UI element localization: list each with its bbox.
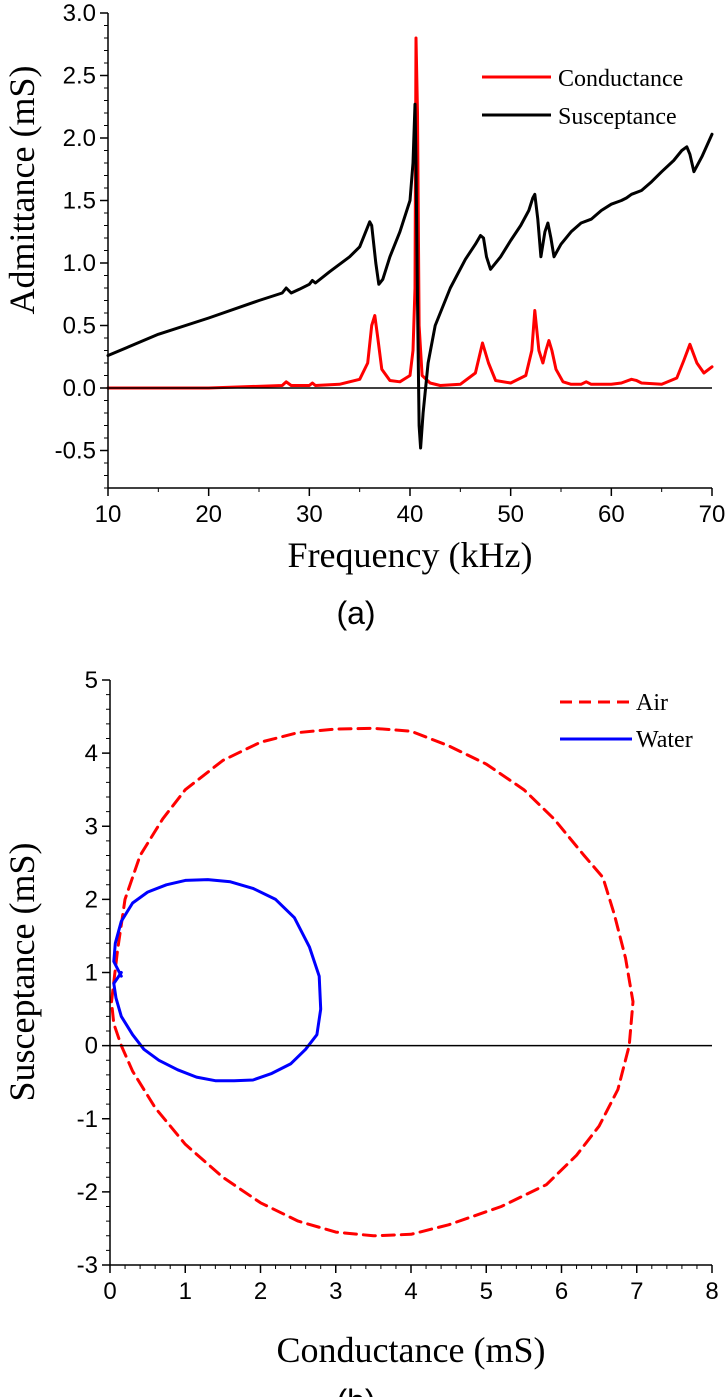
panel-a-y-axis-title: Admittance (mS) [2, 66, 42, 315]
panel-a-series [106, 36, 714, 450]
panel-b-susceptance-vs-conductance: 0 1 2 3 4 5 6 7 8 -3 -2 -1 0 1 2 3 4 5 Conductance (mS) S… [2, 667, 719, 1397]
panel-a-admittance-vs-frequency: 10 20 30 40 50 60 70-0.50.00.51.01.52.02.53.0 … [2, 0, 725, 631]
panel-b-axes: 0 1 2 3 4 5 6 7 8 -3 -2 -1 0 1 2 3 4 5 [77, 667, 719, 1305]
panel-b-label: (b) [336, 1383, 375, 1397]
panel-a-axes: 10 20 30 40 50 60 70 -0.5 0.0 0.5 1.0 1.5 2.0 2.5 3.0 [55, 0, 726, 528]
y-tick-label: 1.5 [63, 188, 96, 215]
x-tick-label: 0 [103, 1278, 116, 1305]
x-tick-label: 3 [329, 1278, 342, 1305]
y-tick-label: -0.5 [55, 438, 96, 465]
legend-label-conductance: Conductance [558, 66, 683, 92]
panel-b-x-axis-title: Conductance (mS) [277, 1330, 546, 1370]
y-tick-label: 5 [85, 667, 98, 694]
y-tick-label: 0.5 [63, 313, 96, 340]
x-tick-label: 40 [397, 501, 424, 528]
y-tick-label: -2 [77, 1179, 98, 1206]
legend-label-susceptance: Susceptance [558, 104, 677, 130]
x-tick-label: 60 [598, 501, 625, 528]
y-tick-label: 1.0 [63, 250, 96, 277]
y-tick-label: 1 [85, 960, 98, 987]
y-tick-label: -3 [77, 1252, 98, 1279]
x-tick-label: 50 [497, 501, 524, 528]
x-tick-label: 6 [555, 1278, 568, 1305]
x-tick-label: 4 [404, 1278, 417, 1305]
y-tick-label: 3 [85, 813, 98, 840]
y-tick-label: 0.0 [63, 375, 96, 402]
panel-a-label: (a) [336, 595, 375, 631]
x-tick-label: 5 [480, 1278, 493, 1305]
y-tick-label: 2.0 [63, 125, 96, 152]
y-tick-label: -1 [77, 1106, 98, 1133]
x-tick-label: 10 [95, 501, 122, 528]
x-tick-label: 70 [699, 501, 726, 528]
legend-label-water: Water [636, 727, 693, 753]
y-tick-label: 3.0 [63, 0, 96, 27]
y-tick-label: 4 [85, 740, 98, 767]
x-tick-label: 2 [254, 1278, 267, 1305]
x-tick-label: 8 [705, 1278, 718, 1305]
series-line-susceptance [106, 102, 714, 450]
y-tick-label: 2 [85, 886, 98, 913]
x-tick-label: 20 [195, 501, 222, 528]
panel-b-legend: Air Water [560, 690, 693, 753]
series-line-air [110, 726, 635, 1238]
y-tick-label: 2.5 [63, 63, 96, 90]
x-tick-label: 30 [296, 501, 323, 528]
panel-a-legend: Conductance Susceptance [482, 66, 683, 130]
series-line-conductance [106, 36, 714, 390]
legend-label-air: Air [636, 690, 668, 716]
x-tick-label: 1 [179, 1278, 192, 1305]
y-tick-label: 0 [85, 1033, 98, 1060]
panel-a-x-axis-title: Frequency (kHz) [288, 535, 533, 575]
series-line-water [112, 878, 323, 1083]
panel-b-y-axis-title: Susceptance (mS) [2, 843, 42, 1102]
panel-b-series [110, 726, 635, 1238]
x-tick-label: 7 [630, 1278, 643, 1305]
